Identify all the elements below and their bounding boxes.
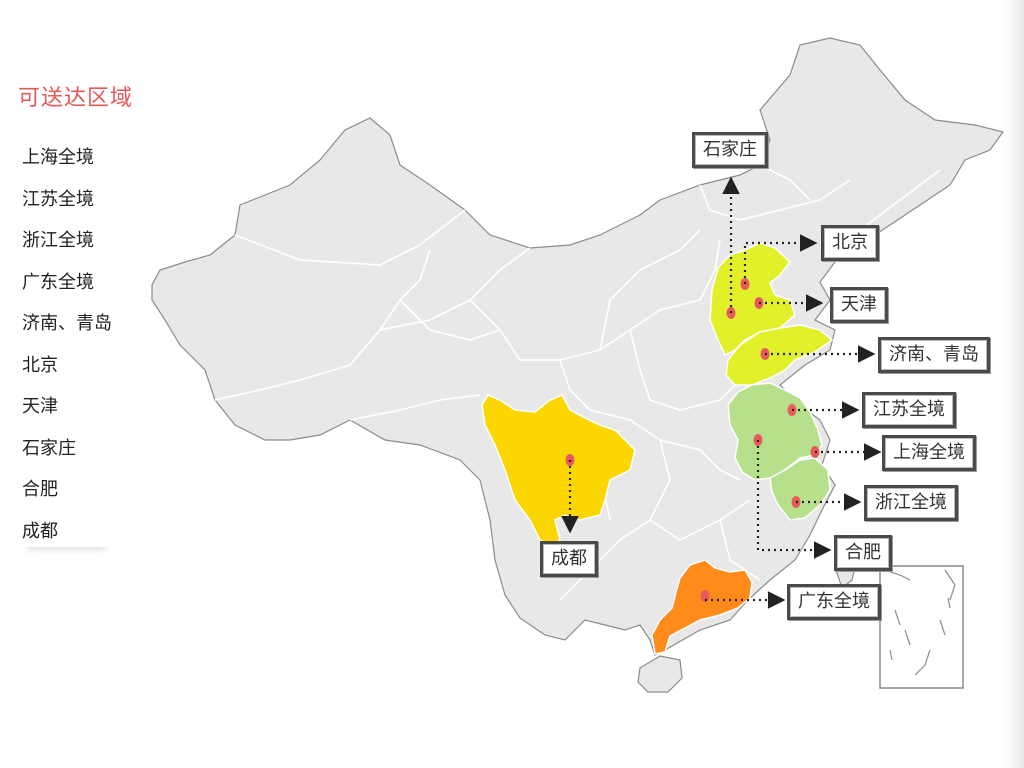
callout-jiangsu[interactable]: 江苏全境 bbox=[862, 392, 956, 428]
hainan-island bbox=[637, 655, 683, 693]
region-zhejiang[interactable] bbox=[769, 457, 831, 521]
region-list: 上海全境 江苏全境 浙江全境 广东全境 济南、青岛 北京 天津 石家庄 合肥 成… bbox=[22, 145, 112, 547]
list-item-jiangsu[interactable]: 江苏全境 bbox=[22, 188, 94, 210]
callout-shanghai[interactable]: 上海全境 bbox=[882, 435, 976, 471]
callout-guangdong[interactable]: 广东全境 bbox=[787, 584, 881, 620]
leader-beijing bbox=[743, 234, 818, 284]
list-item-guangdong[interactable]: 广东全境 bbox=[22, 271, 94, 293]
callout-beijing[interactable]: 北京 bbox=[821, 225, 879, 261]
list-item-hefei[interactable]: 合肥 bbox=[22, 479, 58, 500]
list-item-jinan-qingdao[interactable]: 济南、青岛 bbox=[22, 313, 112, 334]
region-guangdong[interactable] bbox=[651, 559, 753, 655]
callout-hefei[interactable]: 合肥 bbox=[834, 535, 892, 571]
callout-zhejiang[interactable]: 浙江全境 bbox=[864, 485, 958, 521]
callout-jinan-qingdao[interactable]: 济南、青岛 bbox=[878, 337, 990, 373]
leader-lines bbox=[561, 176, 882, 609]
list-item-tianjin[interactable]: 天津 bbox=[22, 396, 58, 417]
sidebar-title: 可送达区域 bbox=[18, 86, 134, 111]
list-item-shanghai[interactable]: 上海全境 bbox=[22, 147, 94, 168]
callout-chengdu[interactable]: 成都 bbox=[540, 541, 598, 577]
list-item-chengdu[interactable]: 成都 bbox=[22, 519, 112, 547]
list-item-beijing[interactable]: 北京 bbox=[22, 354, 58, 376]
list-item-zhejiang[interactable]: 浙江全境 bbox=[22, 230, 94, 251]
south-china-sea-inset bbox=[879, 565, 964, 689]
marker-guangdong[interactable] bbox=[700, 590, 710, 602]
list-item-shijiazhuang[interactable]: 石家庄 bbox=[22, 437, 76, 459]
callout-shijiazhuang[interactable]: 石家庄 bbox=[692, 132, 768, 168]
leader-hefei bbox=[756, 440, 832, 559]
callout-tianjin[interactable]: 天津 bbox=[830, 287, 888, 323]
region-sichuan[interactable] bbox=[481, 394, 636, 546]
inset-lines bbox=[884, 569, 956, 676]
